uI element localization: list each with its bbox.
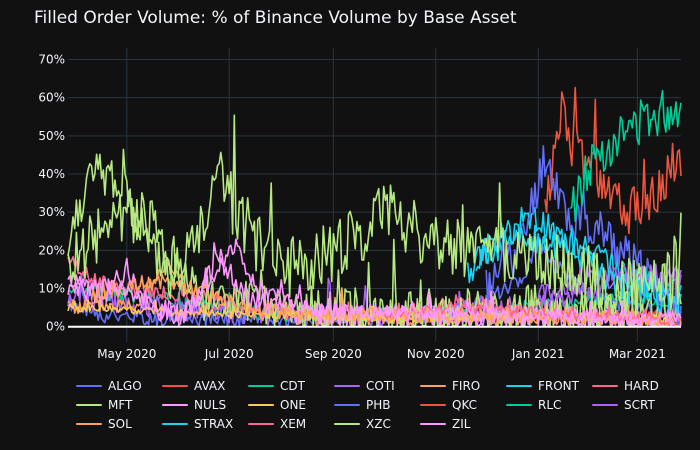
legend-item-firo[interactable]: FIRO bbox=[420, 376, 506, 395]
legend-item-nuls[interactable]: NULS bbox=[162, 395, 248, 414]
legend-swatch bbox=[76, 384, 102, 387]
legend-row: SOL STRAX XEM XZC ZIL bbox=[76, 414, 696, 433]
legend-item-avax[interactable]: AVAX bbox=[162, 376, 248, 395]
y-tick-label: 20% bbox=[38, 243, 65, 257]
series-line-qkc bbox=[544, 86, 682, 235]
legend-swatch bbox=[162, 422, 188, 425]
legend-label: ALGO bbox=[108, 378, 142, 393]
y-axis: 0% 10% 20% 30% 40% 50% 60% 70% bbox=[38, 52, 65, 333]
legend-item-front[interactable]: FRONT bbox=[506, 376, 592, 395]
legend-label: HARD bbox=[624, 378, 659, 393]
legend-swatch bbox=[248, 384, 274, 387]
x-tick-label: Jul 2020 bbox=[204, 347, 254, 361]
chart-title: Filled Order Volume: % of Binance Volume… bbox=[34, 8, 517, 28]
series-lines bbox=[67, 86, 682, 327]
x-tick-label: May 2020 bbox=[97, 347, 156, 361]
legend-item-strax[interactable]: STRAX bbox=[162, 414, 248, 433]
y-tick-label: 30% bbox=[38, 205, 65, 219]
legend-swatch bbox=[248, 422, 274, 425]
legend-swatch bbox=[506, 403, 532, 406]
legend-swatch bbox=[76, 422, 102, 425]
x-tick-label: Nov 2020 bbox=[407, 347, 465, 361]
legend: ALGO AVAX CDT COTI FIRO FRONT HARD MFT NULS ONE PH… bbox=[76, 376, 696, 433]
legend-label: QKC bbox=[452, 397, 478, 412]
x-tick-label: Jan 2021 bbox=[511, 347, 565, 361]
legend-item-zil[interactable]: ZIL bbox=[420, 414, 506, 433]
legend-swatch bbox=[506, 384, 532, 387]
legend-label: RLC bbox=[538, 397, 562, 412]
legend-swatch bbox=[334, 384, 360, 387]
legend-swatch bbox=[592, 384, 618, 387]
legend-label: XZC bbox=[366, 416, 391, 431]
legend-label: FRONT bbox=[538, 378, 579, 393]
legend-swatch bbox=[334, 403, 360, 406]
legend-label: FIRO bbox=[452, 378, 481, 393]
legend-item-phb[interactable]: PHB bbox=[334, 395, 420, 414]
y-tick-label: 60% bbox=[38, 91, 65, 105]
legend-swatch bbox=[420, 422, 446, 425]
legend-swatch bbox=[420, 403, 446, 406]
legend-row: MFT NULS ONE PHB QKC RLC SCRT bbox=[76, 395, 696, 414]
legend-label: STRAX bbox=[194, 416, 234, 431]
legend-item-cdt[interactable]: CDT bbox=[248, 376, 334, 395]
legend-swatch bbox=[420, 384, 446, 387]
x-tick-label: Sep 2020 bbox=[305, 347, 362, 361]
legend-item-xem[interactable]: XEM bbox=[248, 414, 334, 433]
y-tick-label: 50% bbox=[38, 129, 65, 143]
legend-swatch bbox=[162, 403, 188, 406]
legend-item-mft[interactable]: MFT bbox=[76, 395, 162, 414]
legend-item-xzc[interactable]: XZC bbox=[334, 414, 420, 433]
y-tick-label: 70% bbox=[38, 52, 65, 66]
legend-swatch bbox=[334, 422, 360, 425]
series-line-rlc bbox=[569, 89, 682, 223]
legend-item-one[interactable]: ONE bbox=[248, 395, 334, 414]
legend-item-rlc[interactable]: RLC bbox=[506, 395, 592, 414]
legend-item-algo[interactable]: ALGO bbox=[76, 376, 162, 395]
legend-label: NULS bbox=[194, 397, 227, 412]
legend-label: AVAX bbox=[194, 378, 226, 393]
legend-item-hard[interactable]: HARD bbox=[592, 376, 678, 395]
legend-item-scrt[interactable]: SCRT bbox=[592, 395, 678, 414]
legend-label: ONE bbox=[280, 397, 307, 412]
series-line-xzc bbox=[67, 114, 682, 318]
legend-label: SCRT bbox=[624, 397, 655, 412]
series-line-zil bbox=[67, 238, 682, 327]
legend-swatch bbox=[592, 403, 618, 406]
legend-swatch bbox=[76, 403, 102, 406]
legend-item-sol[interactable]: SOL bbox=[76, 414, 162, 433]
y-tick-label: 10% bbox=[38, 282, 65, 296]
legend-label: PHB bbox=[366, 397, 391, 412]
legend-label: CDT bbox=[280, 378, 305, 393]
legend-row: ALGO AVAX CDT COTI FIRO FRONT HARD bbox=[76, 376, 696, 395]
legend-label: COTI bbox=[366, 378, 395, 393]
legend-label: ZIL bbox=[452, 416, 471, 431]
legend-item-qkc[interactable]: QKC bbox=[420, 395, 506, 414]
x-axis: May 2020 Jul 2020 Sep 2020 Nov 2020 Jan 2021… bbox=[97, 347, 666, 361]
y-tick-label: 0% bbox=[46, 320, 65, 334]
legend-label: MFT bbox=[108, 397, 133, 412]
legend-swatch bbox=[248, 403, 274, 406]
x-tick-label: Mar 2021 bbox=[609, 347, 666, 361]
legend-swatch bbox=[162, 384, 188, 387]
y-tick-label: 40% bbox=[38, 167, 65, 181]
legend-label: SOL bbox=[108, 416, 132, 431]
legend-item-coti[interactable]: COTI bbox=[334, 376, 420, 395]
legend-label: XEM bbox=[280, 416, 307, 431]
